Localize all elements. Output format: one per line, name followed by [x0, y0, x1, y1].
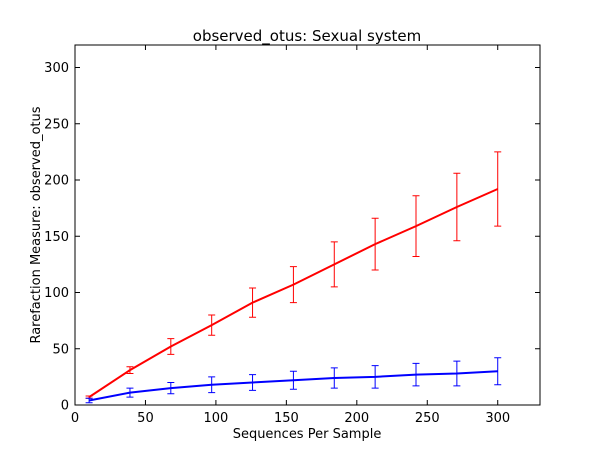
x-tick-label: 100	[203, 411, 228, 426]
x-tick-label: 0	[71, 411, 79, 426]
chart-title: observed_otus: Sexual system	[193, 27, 421, 46]
ticks-layer: 0 50 100 150 200 250 300 0 50 100 150 200 250 300	[44, 45, 540, 426]
x-tick-label: 300	[485, 411, 510, 426]
y-tick-label: 200	[44, 174, 69, 189]
x-tick-label: 50	[137, 411, 154, 426]
y-tick-label: 150	[44, 230, 69, 245]
series-line	[88, 188, 499, 398]
series-1	[85, 151, 502, 399]
series-layer	[85, 151, 502, 404]
x-tick-label: 200	[344, 411, 369, 426]
y-axis-label: Rarefaction Measure: observed_otus	[29, 106, 44, 343]
series-line	[88, 370, 498, 402]
y-tick-label: 50	[52, 342, 69, 357]
y-tick-label: 100	[44, 286, 69, 301]
series-2	[85, 357, 502, 404]
y-tick-label: 0	[61, 399, 69, 414]
x-tick-label: 250	[415, 411, 440, 426]
x-axis-label: Sequences Per Sample	[233, 427, 382, 442]
plot-frame	[74, 44, 541, 406]
y-tick-label: 300	[44, 61, 69, 76]
y-tick-label: 250	[44, 117, 69, 132]
x-tick-label: 150	[274, 411, 299, 426]
plot-background	[75, 45, 540, 405]
